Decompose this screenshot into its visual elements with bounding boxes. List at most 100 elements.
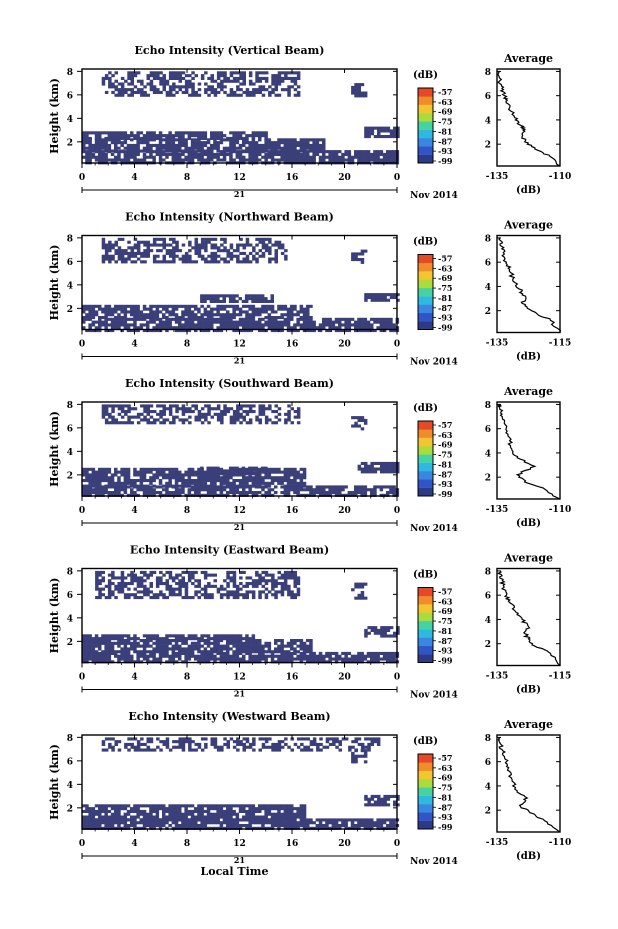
echo-cell <box>271 76 275 80</box>
echo-cell <box>360 152 364 156</box>
echo-cell <box>264 466 268 470</box>
echo-cell <box>203 647 208 651</box>
echo-cell <box>213 637 217 641</box>
echo-cell <box>347 818 352 822</box>
echo-cell <box>219 587 224 591</box>
echo-cell <box>184 304 188 308</box>
echo-cell <box>210 637 214 641</box>
echo-cell <box>229 257 234 261</box>
echo-cell <box>290 651 294 655</box>
echo-cell <box>274 323 278 327</box>
echo-cell <box>194 90 198 94</box>
echo-cell <box>159 579 163 583</box>
echo-cell <box>383 470 387 474</box>
echo-cell <box>296 491 300 495</box>
echo-cell <box>120 650 124 654</box>
echo-cell <box>277 82 282 86</box>
echo-cell <box>277 821 281 825</box>
echo-cell <box>312 329 316 333</box>
echo-cell <box>322 818 326 822</box>
echo-cell <box>245 257 250 261</box>
echo-cell <box>360 418 365 422</box>
echo-cell <box>212 466 217 470</box>
echo-cell <box>370 158 374 162</box>
echo-cell <box>226 304 230 308</box>
echo-cell <box>242 143 246 147</box>
echo-cell <box>309 485 313 489</box>
echo-cell <box>280 476 284 480</box>
echo-cell <box>194 131 198 135</box>
echo-cell <box>200 412 205 416</box>
echo-cell <box>219 152 224 156</box>
echo-cell <box>94 136 99 140</box>
echo-cell <box>203 310 208 314</box>
echo-cell <box>162 473 166 477</box>
echo-cell <box>184 141 188 145</box>
echo-cell <box>210 152 214 156</box>
echo-cell <box>171 155 176 159</box>
profile-y-tick-label: 4 <box>485 283 491 293</box>
colorbar-segment <box>418 304 433 314</box>
echo-cell <box>235 469 239 473</box>
echo-cell <box>133 481 137 485</box>
echo-cell <box>363 94 368 98</box>
colorbar-unit: (dB) <box>413 70 438 81</box>
echo-cell <box>142 158 147 162</box>
echo-cell <box>229 158 233 162</box>
echo-cell <box>136 158 140 162</box>
echo-cell <box>162 240 166 244</box>
echo-cell <box>274 404 278 408</box>
echo-cell <box>130 582 134 586</box>
echo-region <box>82 634 256 641</box>
echo-cell <box>200 304 204 308</box>
colorbar-segment <box>418 587 433 597</box>
echo-cell <box>200 421 205 425</box>
echo-cell <box>130 593 134 597</box>
echo-cell <box>270 316 275 320</box>
echo-cell <box>280 323 284 327</box>
echo-cell <box>101 79 106 83</box>
echo-cell <box>133 317 137 321</box>
echo-region <box>82 304 313 320</box>
echo-cell <box>130 88 134 92</box>
echo-cell <box>168 467 172 471</box>
echo-cell <box>383 129 387 133</box>
echo-cell <box>226 407 230 411</box>
echo-cell <box>254 641 259 645</box>
echo-cell <box>184 320 188 324</box>
echo-cell <box>140 404 144 408</box>
echo-cell <box>197 647 201 651</box>
echo-cell <box>101 639 105 643</box>
echo-cell <box>194 488 198 492</box>
echo-cell <box>117 639 121 643</box>
echo-cell <box>389 485 393 489</box>
echo-cell <box>396 464 400 468</box>
echo-cell <box>283 654 288 658</box>
echo-cell <box>363 326 368 330</box>
echo-cell <box>168 326 172 330</box>
echo-cell <box>172 418 176 422</box>
echo-cell <box>296 582 301 586</box>
echo-cell <box>220 421 224 425</box>
echo-cell <box>181 134 185 138</box>
echo-cell <box>271 573 275 577</box>
echo-cell <box>277 326 281 330</box>
echo-cell <box>158 491 163 495</box>
echo-cell <box>174 634 179 638</box>
echo-cell <box>354 94 358 98</box>
echo-cell <box>181 641 185 645</box>
echo-cell <box>338 491 342 495</box>
echo-cell <box>242 323 246 327</box>
echo-cell <box>114 637 118 641</box>
echo-cell <box>130 71 134 75</box>
echo-cell <box>155 134 160 138</box>
echo-cell <box>238 134 243 138</box>
echo-cell <box>210 476 214 480</box>
echo-cell <box>389 132 394 136</box>
echo-cell <box>204 246 208 250</box>
echo-cell <box>242 260 246 264</box>
echo-cell <box>287 584 291 588</box>
echo-cell <box>389 634 394 638</box>
echo-cell <box>274 329 278 333</box>
echo-cell <box>244 297 249 301</box>
